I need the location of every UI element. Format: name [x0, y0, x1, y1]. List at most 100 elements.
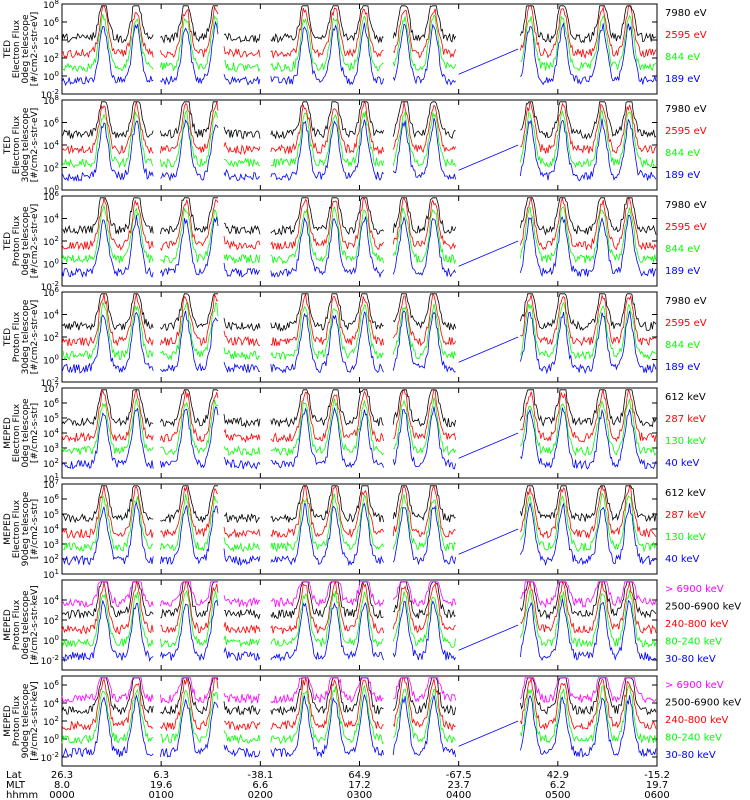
- series-trace: [61, 694, 657, 759]
- lat-value: 42.9: [547, 770, 569, 781]
- legend-entry: 2500-6900 keV: [665, 698, 741, 709]
- y-axis-label: TEDProton Flux0deg telescope[#/cm2-s-str…: [3, 204, 40, 279]
- y-tick-label: 102: [43, 457, 59, 470]
- y-tick-label: 104: [43, 594, 59, 607]
- y-tick-label: 10-2: [41, 654, 59, 667]
- legend-entry: 240-800 keV: [665, 715, 729, 726]
- mlt-value: 17.2: [348, 780, 370, 791]
- y-tick-label: 103: [43, 442, 59, 455]
- series-trace: [61, 492, 657, 553]
- legend-entry: 240-800 keV: [665, 619, 729, 630]
- y-tick-label: 100: [43, 354, 59, 367]
- y-tick-label: 102: [43, 235, 59, 248]
- legend-entry: 287 keV: [665, 510, 706, 521]
- series-trace: [61, 309, 657, 375]
- y-axis-label: TEDElectron Flux0deg telescope[#/cm2-s-s…: [3, 12, 40, 87]
- y-tick-label: 10-2: [41, 751, 59, 764]
- row-label: Lat: [6, 770, 22, 781]
- series-trace: [61, 581, 657, 609]
- gap-connector: [458, 240, 519, 267]
- legend-entry: 844 eV: [665, 340, 700, 351]
- y-tick-label: 100: [43, 184, 59, 197]
- legend-entry: 80-240 keV: [665, 637, 722, 648]
- y-tick-label: 102: [43, 715, 59, 728]
- y-tick-label: 108: [43, 94, 59, 107]
- legend-entry: 30-80 keV: [665, 654, 716, 665]
- y-tick-label: 10-2: [41, 280, 59, 293]
- series-trace: [61, 205, 657, 265]
- time-value: 0500: [545, 790, 570, 800]
- legend-entry: 30-80 keV: [665, 750, 716, 761]
- y-tick-label: 100: [43, 733, 59, 746]
- y-tick-label: 104: [43, 34, 59, 47]
- series-trace: [61, 100, 657, 156]
- y-tick-label: 108: [43, 0, 59, 11]
- y-axis-label: MEPEDProton Flux0deg telescope[#/cm2-s-s…: [3, 585, 40, 664]
- legend-entry: 189 eV: [665, 362, 700, 373]
- time-value: 0600: [644, 790, 669, 800]
- y-tick-label: 107: [43, 382, 59, 395]
- legend-entry: 612 keV: [665, 488, 706, 499]
- series-trace: [61, 389, 657, 429]
- y-tick-label: 104: [43, 213, 59, 226]
- series-trace: [61, 301, 657, 361]
- legend-entry: 7980 eV: [665, 8, 707, 19]
- mlt-value: 8.0: [54, 780, 70, 791]
- series-trace: [61, 5, 657, 44]
- series-trace: [61, 580, 657, 635]
- legend-entry: > 6900 keV: [665, 584, 724, 595]
- row-label: hhmm: [6, 790, 38, 800]
- y-tick-label: 104: [43, 523, 59, 536]
- series-trace: [61, 214, 657, 279]
- y-tick-label: 106: [43, 286, 59, 299]
- gap-connector: [458, 48, 519, 75]
- y-tick-label: 102: [43, 553, 59, 566]
- y-axis-label: MEPEDElectron Flux0deg telescope[#/cm2-s…: [3, 398, 40, 468]
- legend-entry: 2595 eV: [665, 30, 707, 41]
- y-tick-label: 106: [43, 397, 59, 410]
- legend-entry: 844 eV: [665, 148, 700, 159]
- series-trace: [61, 677, 657, 716]
- lat-value: -15.2: [644, 770, 670, 781]
- series-trace: [61, 388, 657, 444]
- y-tick-label: 105: [43, 412, 59, 425]
- series-trace: [61, 598, 657, 663]
- series-trace: [61, 677, 657, 704]
- legend-entry: 80-240 keV: [665, 733, 722, 744]
- series-trace: [61, 484, 657, 540]
- legend-entry: 612 keV: [665, 392, 706, 403]
- y-axis-label: MEPEDProton Flux90deg telescope[#/cm2-s-…: [3, 681, 40, 760]
- y-tick-label: 104: [43, 427, 59, 440]
- legend-entry: 130 keV: [665, 532, 706, 543]
- series-trace: [61, 101, 657, 140]
- time-value: 0400: [446, 790, 471, 800]
- row-label: MLT: [6, 780, 26, 791]
- mlt-value: 19.6: [150, 780, 172, 791]
- series-trace: [61, 397, 657, 457]
- series-trace: [61, 684, 657, 745]
- y-tick-label: 102: [43, 162, 59, 175]
- y-tick-label: 106: [43, 679, 59, 692]
- series-trace: [61, 406, 657, 470]
- y-tick-label: 100: [43, 70, 59, 83]
- gap-connector: [458, 432, 519, 459]
- series-trace: [61, 501, 657, 567]
- mlt-value: 6.6: [252, 780, 268, 791]
- legend-entry: 189 eV: [665, 170, 700, 181]
- y-tick-label: 100: [43, 258, 59, 271]
- y-tick-label: 104: [43, 697, 59, 710]
- time-value: 0100: [148, 790, 173, 800]
- y-tick-label: 102: [43, 614, 59, 627]
- y-tick-label: 106: [43, 493, 59, 506]
- legend-entry: 7980 eV: [665, 296, 707, 307]
- y-tick-label: 105: [43, 508, 59, 521]
- y-tick-label: 102: [43, 52, 59, 65]
- legend-entry: 40 keV: [665, 554, 699, 565]
- y-axis-label: TEDElectron Flux30deg telescope[#/cm2-s-…: [3, 107, 40, 182]
